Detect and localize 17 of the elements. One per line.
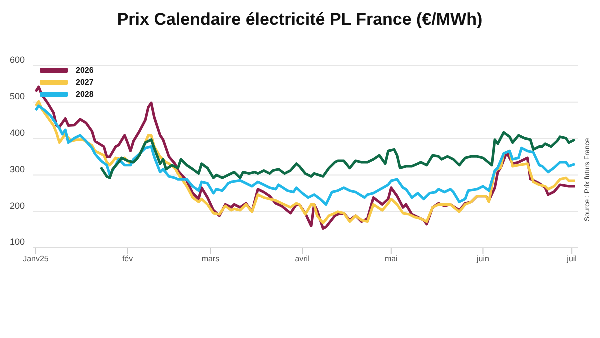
y-tick-label: 600 bbox=[10, 55, 25, 66]
x-tick-label: juil bbox=[566, 254, 578, 264]
chart-title: Prix Calendaire électricité PL France (€/MWh) bbox=[116, 10, 484, 30]
y-tick-label: 300 bbox=[10, 164, 25, 174]
x-tick-label: fév bbox=[122, 254, 134, 264]
x-tick-label: avril bbox=[295, 254, 310, 264]
legend-label: 2026 bbox=[76, 66, 94, 75]
y-tick-label: 100 bbox=[10, 237, 25, 248]
x-tick-label: juin bbox=[476, 254, 490, 264]
x-tick-label: mars bbox=[202, 254, 220, 264]
y-tick-label: 200 bbox=[10, 200, 25, 211]
x-tick-label: mai bbox=[384, 254, 398, 264]
y-tick-label: 400 bbox=[10, 128, 25, 138]
legend-label: 2028 bbox=[76, 90, 94, 99]
legend-label: 2027 bbox=[76, 78, 94, 87]
x-tick-label: Janv25 bbox=[23, 254, 50, 264]
y-tick-label: 500 bbox=[10, 92, 25, 102]
